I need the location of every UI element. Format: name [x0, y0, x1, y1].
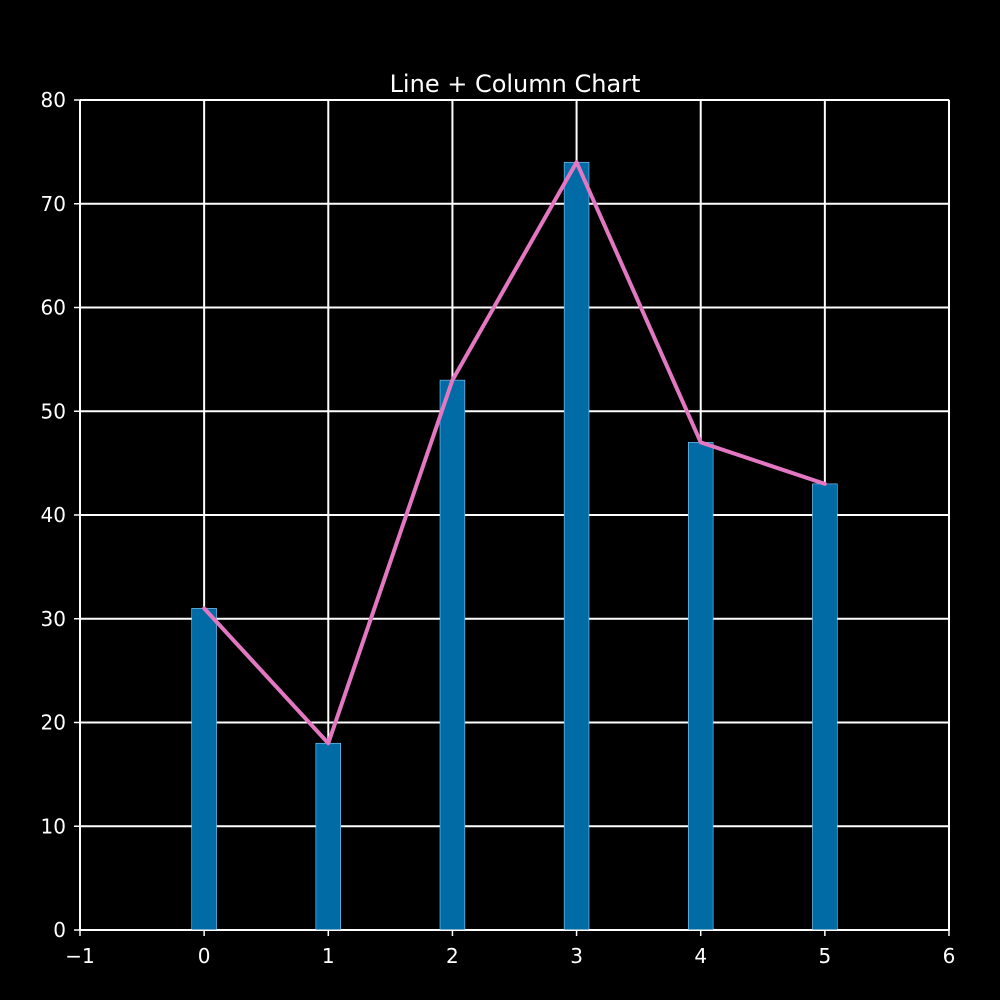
bar-1: [315, 742, 342, 931]
y-axis-ticks: 0 10 20 30 40 50 60 70 80: [41, 88, 80, 942]
y-tick-label: 80: [41, 88, 66, 112]
bar-2: [439, 379, 466, 931]
y-tick-label: 50: [41, 399, 66, 423]
y-tick-label: 20: [41, 711, 66, 735]
y-tick-label: 70: [41, 192, 66, 216]
y-tick-label: 10: [41, 814, 66, 838]
x-tick-label: 5: [818, 944, 831, 968]
x-tick-label: 0: [198, 944, 211, 968]
bar-4: [687, 442, 714, 931]
y-tick-label: 0: [53, 918, 66, 942]
line-series: [202, 160, 827, 746]
x-tick-label: 1: [322, 944, 335, 968]
bar-5: [812, 483, 838, 931]
line-path: [202, 160, 827, 746]
bar-series: [191, 161, 838, 931]
x-tick-label: 2: [446, 944, 459, 968]
x-tick-label: 3: [570, 944, 583, 968]
y-tick-label: 60: [41, 296, 66, 320]
x-axis-ticks: −1 0 1 2 3 4 5 6: [65, 930, 955, 968]
x-tick-label: 4: [694, 944, 707, 968]
y-tick-label: 30: [41, 607, 66, 631]
bar-3: [563, 161, 590, 931]
y-tick-label: 40: [41, 503, 66, 527]
x-tick-label: 6: [943, 944, 956, 968]
chart-title: Line + Column Chart: [390, 70, 641, 98]
bar-0: [191, 608, 217, 931]
x-tick-label: −1: [65, 944, 94, 968]
